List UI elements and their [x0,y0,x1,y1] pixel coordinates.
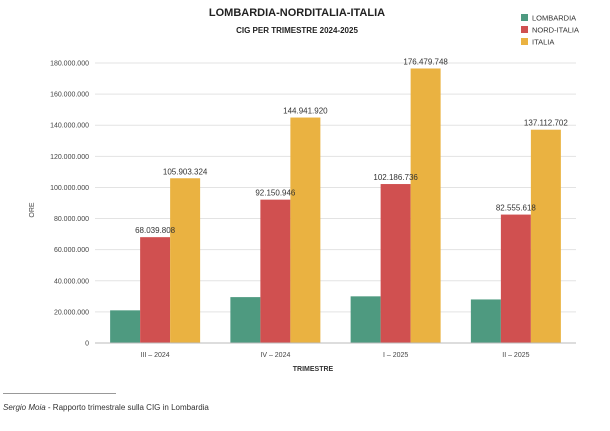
bar [410,68,441,343]
legend-swatch [521,26,528,33]
data-labels: 68.039.808 105.903.324 92.150.946 144.941.9… [135,57,568,235]
source-divider [3,393,116,394]
legend-label: NORD-ITALIA [532,26,579,35]
chart-subtitle: CIG PER TRIMESTRE 2024-2025 [236,26,358,35]
y-tick-label: 120.000.000 [50,154,89,161]
bar [380,184,411,343]
data-label: 137.112.702 [524,119,568,128]
data-label: 105.903.324 [163,167,208,176]
data-label: 176.479.748 [403,57,448,66]
source-text: - Rapporto trimestrale sulla CIG in Lomb… [45,403,209,412]
y-tick-label: 20.000.000 [54,309,89,316]
data-label: 68.039.808 [135,226,176,235]
bar [140,237,171,343]
bars [110,68,561,343]
y-tick-label: 100.000.000 [50,185,89,192]
x-tick-label: II – 2025 [502,352,529,359]
data-label: 92.150.946 [255,189,296,198]
y-tick-label: 140.000.000 [50,123,89,130]
bar [470,299,501,343]
y-tick-label: 80.000.000 [54,216,89,223]
bar [170,178,201,343]
bar [290,117,321,343]
bar [530,129,561,343]
legend-swatch [521,14,528,21]
y-tick-label: 40.000.000 [54,278,89,285]
y-tick-label: 180.000.000 [50,61,89,68]
bar [500,214,531,343]
data-label: 82.555.618 [496,204,537,213]
x-axis-ticks: III – 2024 IV – 2024 I – 2025 II – 2025 [141,352,530,359]
x-tick-label: III – 2024 [141,352,170,359]
x-tick-label: IV – 2024 [260,352,290,359]
y-tick-label: 0 [85,341,89,348]
y-tick-label: 160.000.000 [50,92,89,99]
y-axis-ticks: 0 20.000.000 40.000.000 60.000.000 80.000.00… [50,61,89,348]
chart-title: LOMBARDIA-NORDITALIA-ITALIA [209,7,385,19]
data-label: 144.941.920 [283,107,328,116]
legend-swatch [521,38,528,45]
bar [350,296,381,343]
x-tick-label: I – 2025 [383,352,408,359]
x-axis-title: TRIMESTRE [293,366,334,373]
legend-label: LOMBARDIA [532,14,576,23]
data-label: 102.186.736 [373,173,418,182]
y-axis-title: ORE [29,202,36,218]
source-note: Sergio Moia - Rapporto trimestrale sulla… [3,403,209,412]
legend: LOMBARDIA NORD-ITALIA ITALIA [521,14,579,47]
bar [230,297,261,343]
y-tick-label: 60.000.000 [54,247,89,254]
legend-label: ITALIA [532,38,554,47]
bar [260,199,291,343]
bar [110,310,141,343]
source-author: Sergio Moia [3,403,46,412]
